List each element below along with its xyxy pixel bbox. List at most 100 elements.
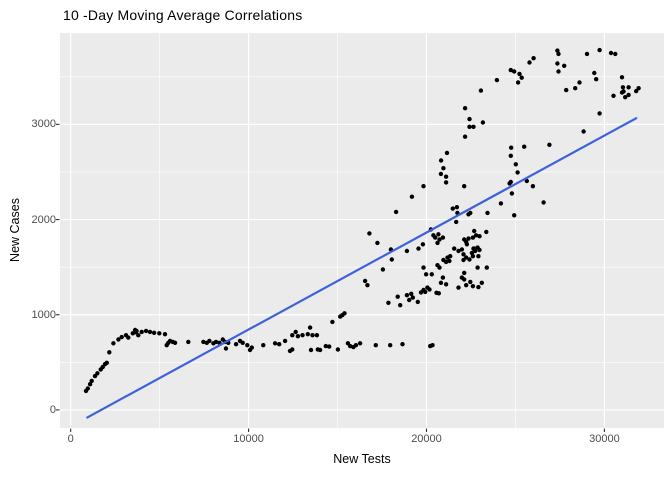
data-point <box>517 71 522 77</box>
data-point <box>307 325 313 330</box>
data-point <box>409 291 414 296</box>
data-point <box>427 287 432 292</box>
data-point <box>85 386 91 391</box>
data-point <box>327 344 332 349</box>
data-point <box>162 332 168 337</box>
data-point <box>512 69 517 74</box>
data-point <box>464 242 470 247</box>
data-point <box>461 257 466 263</box>
x-tick-label: 20000 <box>411 433 442 445</box>
data-point <box>362 278 368 284</box>
data-point <box>597 111 602 116</box>
data-point <box>136 333 141 338</box>
data-point <box>513 162 518 167</box>
data-point <box>389 257 394 262</box>
data-point <box>404 248 410 254</box>
data-point <box>468 210 473 216</box>
data-point <box>462 277 467 282</box>
data-point <box>472 228 477 234</box>
data-point <box>462 134 468 139</box>
data-point <box>435 240 440 246</box>
data-point <box>365 283 370 288</box>
data-point <box>459 247 465 252</box>
data-point <box>410 295 415 300</box>
data-point <box>467 124 472 129</box>
data-point <box>456 248 461 254</box>
data-point <box>478 88 484 93</box>
data-point <box>353 343 359 348</box>
data-point <box>564 87 569 93</box>
data-point <box>172 340 178 345</box>
data-point <box>619 75 625 80</box>
data-point <box>623 95 628 100</box>
data-point <box>407 297 412 303</box>
data-point <box>233 342 239 347</box>
data-point <box>556 69 561 74</box>
data-point <box>308 347 314 353</box>
data-point <box>342 311 347 316</box>
data-point <box>480 120 486 125</box>
data-point <box>134 328 139 334</box>
data-point <box>475 245 480 250</box>
data-point <box>421 184 426 189</box>
data-point <box>527 60 532 65</box>
y-tick-label: 2000 <box>31 213 56 226</box>
data-point <box>441 166 446 171</box>
y-tick-label: 1000 <box>31 308 56 321</box>
data-point <box>249 345 254 350</box>
data-point <box>430 343 435 348</box>
data-point <box>272 341 278 346</box>
data-point <box>409 194 415 199</box>
data-point <box>367 231 372 236</box>
data-point <box>462 270 467 276</box>
data-point <box>562 63 567 68</box>
data-point <box>388 343 393 348</box>
data-point <box>508 179 513 185</box>
data-point <box>404 293 410 298</box>
data-point <box>107 350 112 355</box>
data-point <box>619 90 625 95</box>
data-point <box>436 232 441 237</box>
data-point <box>573 86 578 91</box>
data-point <box>213 339 219 345</box>
y-tick-label: 0 <box>49 403 56 416</box>
data-point <box>223 346 229 351</box>
data-point <box>440 275 446 280</box>
data-point <box>438 158 444 163</box>
data-point <box>581 129 586 134</box>
data-point <box>421 265 426 270</box>
data-point <box>512 213 517 218</box>
data-point <box>611 93 616 99</box>
data-point <box>464 283 469 288</box>
data-point <box>524 178 529 184</box>
data-point <box>508 67 513 73</box>
data-point <box>555 61 560 66</box>
data-point <box>462 106 468 111</box>
data-point <box>423 272 429 277</box>
data-point <box>290 333 295 338</box>
data-point <box>398 303 403 308</box>
data-point <box>437 265 442 270</box>
data-point <box>531 56 536 61</box>
data-point <box>143 328 149 334</box>
data-point <box>444 150 450 156</box>
data-point <box>335 347 341 352</box>
data-point <box>373 343 378 348</box>
data-point <box>245 343 250 348</box>
data-point <box>380 267 386 272</box>
data-point <box>454 219 459 225</box>
data-point <box>634 88 639 94</box>
data-point <box>636 86 641 91</box>
data-point <box>471 124 476 129</box>
data-point <box>423 289 428 295</box>
data-point <box>584 51 590 57</box>
data-point <box>87 382 93 387</box>
data-point <box>438 171 444 177</box>
data-point <box>519 75 524 80</box>
data-point <box>277 342 282 347</box>
data-point <box>470 254 476 259</box>
x-tick-label: 0 <box>67 433 74 445</box>
data-point <box>620 85 626 90</box>
data-point <box>207 338 212 344</box>
